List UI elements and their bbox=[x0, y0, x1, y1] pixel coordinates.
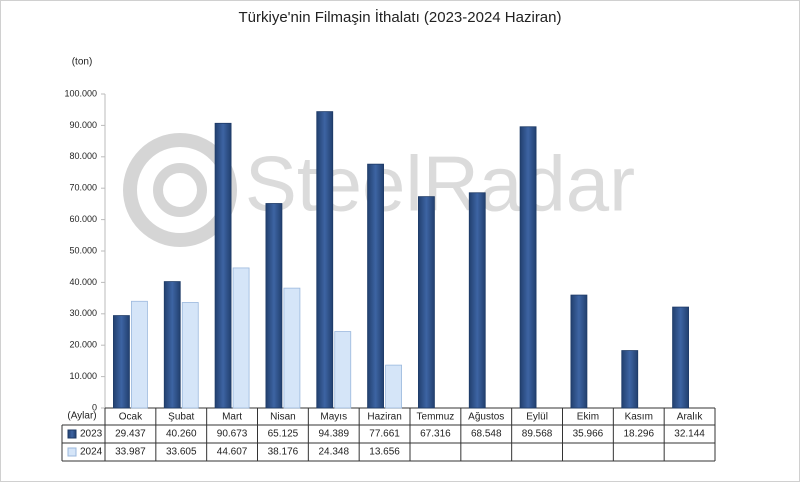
table-value: 38.176 bbox=[268, 447, 299, 458]
bar bbox=[385, 364, 402, 409]
x-tick-label: Mayıs bbox=[320, 412, 347, 423]
table-value: 90.673 bbox=[217, 429, 248, 440]
watermark: SteelRadar bbox=[245, 140, 635, 228]
y-tick-label: 90.000 bbox=[69, 120, 97, 130]
legend-swatch bbox=[67, 429, 77, 439]
bar bbox=[519, 126, 537, 409]
table-value: 18.296 bbox=[623, 429, 654, 440]
bar bbox=[163, 281, 181, 409]
y-tick-label: 20.000 bbox=[69, 340, 97, 350]
y-tick-label: 0 bbox=[92, 402, 97, 412]
bar bbox=[232, 267, 250, 409]
table-value: 65.125 bbox=[268, 429, 299, 440]
y-tick-label: 70.000 bbox=[69, 183, 97, 193]
x-tick-label: Ekim bbox=[577, 412, 599, 423]
y-axis-label: (ton) bbox=[72, 57, 93, 68]
table-value: 94.389 bbox=[318, 429, 349, 440]
bar bbox=[265, 203, 283, 409]
bar bbox=[316, 111, 334, 409]
bar bbox=[113, 315, 130, 409]
table-value: 68.548 bbox=[471, 429, 502, 440]
table-value: 40.260 bbox=[166, 429, 197, 440]
legend-swatch bbox=[67, 447, 77, 457]
y-tick-label: 10.000 bbox=[69, 371, 97, 381]
table-value: 33.987 bbox=[115, 447, 146, 458]
x-tick-label: Mart bbox=[222, 412, 242, 423]
y-tick-label: 100.000 bbox=[64, 88, 97, 98]
bar bbox=[131, 300, 148, 409]
table-value: 24.348 bbox=[318, 447, 349, 458]
bar bbox=[621, 350, 639, 409]
table-value: 67.316 bbox=[420, 429, 451, 440]
table-value: 33.605 bbox=[166, 447, 197, 458]
chart-title: Türkiye'nin Filmaşin İthalatı (2023-2024… bbox=[238, 8, 561, 26]
table-value: 89.568 bbox=[522, 429, 553, 440]
y-tick-label: 60.000 bbox=[69, 214, 97, 224]
x-tick-label: Aralık bbox=[677, 412, 704, 423]
table-value: 44.607 bbox=[217, 447, 248, 458]
bar bbox=[468, 192, 486, 409]
table-value: 35.966 bbox=[573, 429, 604, 440]
x-tick-label: Eylül bbox=[526, 412, 548, 423]
x-tick-label: Ocak bbox=[119, 412, 143, 423]
bar bbox=[334, 331, 352, 409]
bar bbox=[367, 163, 384, 409]
x-tick-label: Ağustos bbox=[468, 412, 504, 423]
bar bbox=[214, 122, 232, 409]
x-axis-label: (Aylar) bbox=[67, 411, 96, 422]
y-tick-label: 30.000 bbox=[69, 308, 97, 318]
legend-label: 2024 bbox=[80, 447, 103, 458]
bar bbox=[570, 294, 588, 409]
table-value: 29.437 bbox=[115, 429, 146, 440]
bar bbox=[181, 302, 199, 409]
table-value: 32.144 bbox=[674, 429, 705, 440]
y-tick-label: 80.000 bbox=[69, 151, 97, 161]
table-value: 77.661 bbox=[369, 429, 400, 440]
bar bbox=[672, 306, 689, 409]
y-tick-label: 50.000 bbox=[69, 245, 97, 255]
x-tick-label: Haziran bbox=[367, 412, 401, 423]
y-tick-label: 40.000 bbox=[69, 277, 97, 287]
table-value: 13.656 bbox=[369, 447, 400, 458]
bar bbox=[283, 287, 301, 409]
bar bbox=[418, 196, 435, 409]
x-tick-label: Kasım bbox=[625, 412, 653, 423]
legend-label: 2023 bbox=[80, 429, 103, 440]
x-tick-label: Şubat bbox=[168, 412, 194, 423]
x-tick-label: Nisan bbox=[270, 412, 296, 423]
x-tick-label: Temmuz bbox=[417, 412, 455, 423]
